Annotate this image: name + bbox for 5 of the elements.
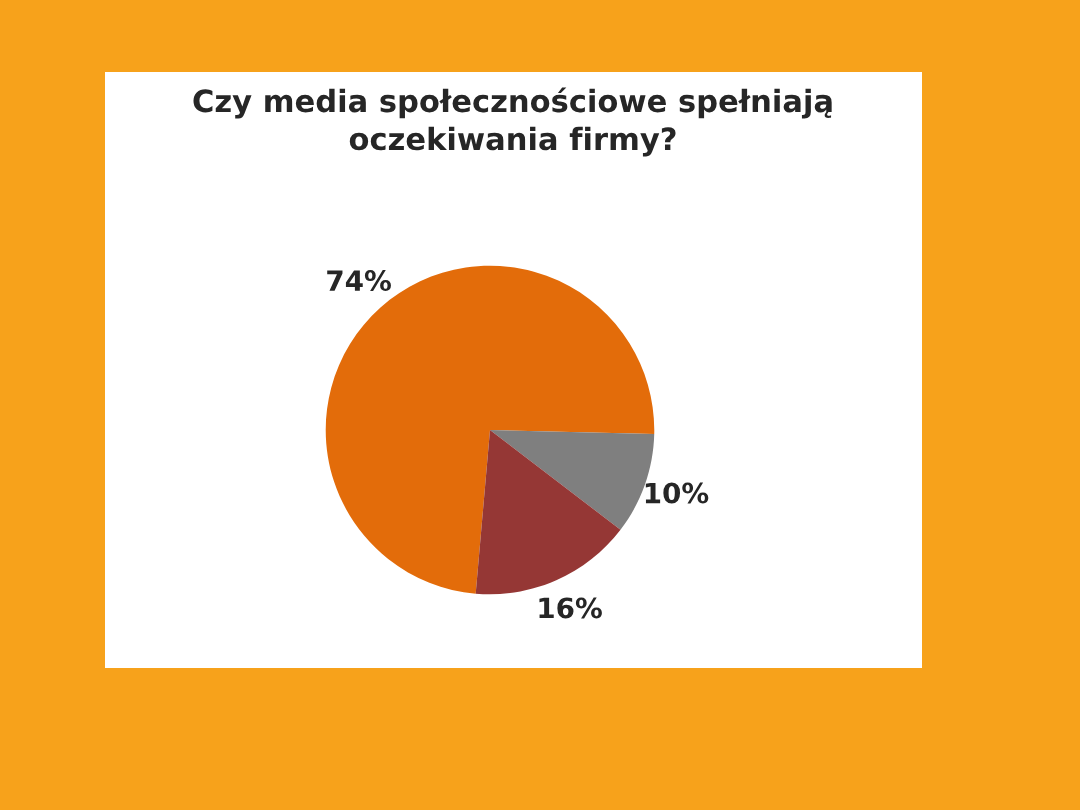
data-label: 10%: [645, 482, 709, 504]
data-label: 74%: [327, 270, 391, 292]
data-label: 16%: [539, 597, 602, 619]
chart-title: Czy media społecznościowe spełniają oczekiwania firmy?: [193, 87, 832, 157]
pie-slice: [475, 430, 621, 595]
